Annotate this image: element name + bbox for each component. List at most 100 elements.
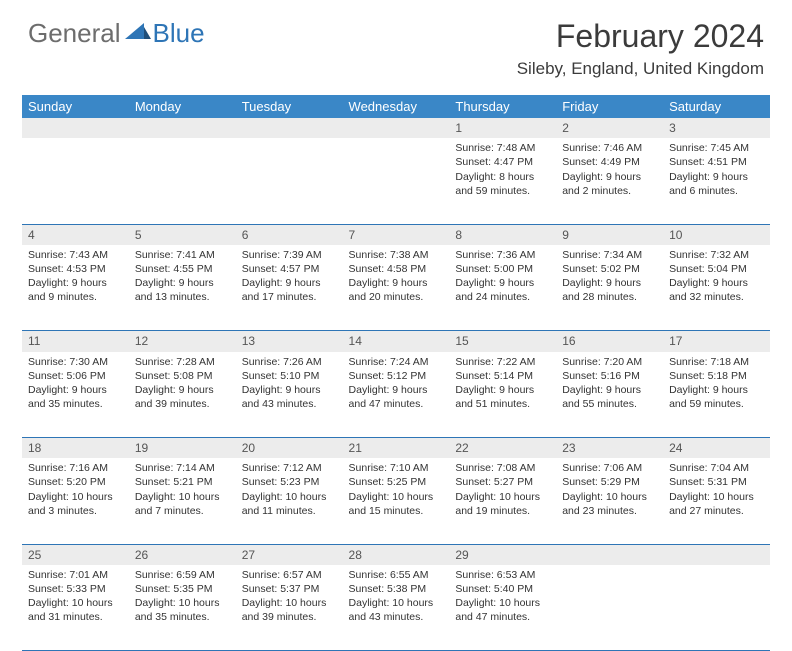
sunset-text: Sunset: 4:51 PM <box>669 155 764 169</box>
day-number: 24 <box>669 441 682 455</box>
day-detail-cell: Sunrise: 7:32 AMSunset: 5:04 PMDaylight:… <box>663 245 770 331</box>
sunrise-text: Sunrise: 7:48 AM <box>455 141 550 155</box>
day-detail-cell: Sunrise: 6:57 AMSunset: 5:37 PMDaylight:… <box>236 565 343 651</box>
day-number-cell: 12 <box>129 331 236 352</box>
daylight-text: Daylight: 10 hours <box>242 596 337 610</box>
day-detail-cell: Sunrise: 7:12 AMSunset: 5:23 PMDaylight:… <box>236 458 343 544</box>
day-number-cell: 7 <box>343 224 450 245</box>
daynum-row: 12 3 <box>22 118 770 138</box>
daylight-text: and 43 minutes. <box>349 610 444 624</box>
day-detail-cell <box>556 565 663 651</box>
sunset-text: Sunset: 4:57 PM <box>242 262 337 276</box>
sunset-text: Sunset: 5:10 PM <box>242 369 337 383</box>
sunset-text: Sunset: 5:20 PM <box>28 475 123 489</box>
sunrise-text: Sunrise: 7:24 AM <box>349 355 444 369</box>
day-number: 28 <box>349 548 362 562</box>
day-number-cell: 23 <box>556 438 663 459</box>
day-detail-cell <box>129 138 236 224</box>
day-detail-cell: Sunrise: 7:39 AMSunset: 4:57 PMDaylight:… <box>236 245 343 331</box>
day-number-cell: 21 <box>343 438 450 459</box>
day-number: 7 <box>349 228 356 242</box>
day-number: 12 <box>135 334 148 348</box>
daylight-text: Daylight: 10 hours <box>135 490 230 504</box>
daylight-text: and 47 minutes. <box>455 610 550 624</box>
sunset-text: Sunset: 5:40 PM <box>455 582 550 596</box>
day-detail-cell: Sunrise: 7:18 AMSunset: 5:18 PMDaylight:… <box>663 352 770 438</box>
sunset-text: Sunset: 4:58 PM <box>349 262 444 276</box>
daylight-text: Daylight: 9 hours <box>349 276 444 290</box>
sunset-text: Sunset: 5:12 PM <box>349 369 444 383</box>
day-number: 2 <box>562 121 569 135</box>
sunrise-text: Sunrise: 7:04 AM <box>669 461 764 475</box>
daylight-text: Daylight: 9 hours <box>669 276 764 290</box>
day-number: 17 <box>669 334 682 348</box>
weekday-header-row: Sunday Monday Tuesday Wednesday Thursday… <box>22 95 770 118</box>
day-detail-cell: Sunrise: 7:38 AMSunset: 4:58 PMDaylight:… <box>343 245 450 331</box>
day-detail-cell: Sunrise: 7:04 AMSunset: 5:31 PMDaylight:… <box>663 458 770 544</box>
sunset-text: Sunset: 4:53 PM <box>28 262 123 276</box>
sunset-text: Sunset: 4:47 PM <box>455 155 550 169</box>
daylight-text: and 32 minutes. <box>669 290 764 304</box>
logo-general-text: General <box>28 18 121 49</box>
sunrise-text: Sunrise: 7:01 AM <box>28 568 123 582</box>
sunrise-text: Sunrise: 7:38 AM <box>349 248 444 262</box>
day-number-cell <box>236 118 343 138</box>
day-detail-cell: Sunrise: 7:41 AMSunset: 4:55 PMDaylight:… <box>129 245 236 331</box>
sunrise-text: Sunrise: 7:28 AM <box>135 355 230 369</box>
week-row: Sunrise: 7:30 AMSunset: 5:06 PMDaylight:… <box>22 352 770 438</box>
day-detail-cell: Sunrise: 7:22 AMSunset: 5:14 PMDaylight:… <box>449 352 556 438</box>
daylight-text: and 39 minutes. <box>135 397 230 411</box>
daylight-text: and 43 minutes. <box>242 397 337 411</box>
day-number: 29 <box>455 548 468 562</box>
sunset-text: Sunset: 5:04 PM <box>669 262 764 276</box>
day-number-cell: 18 <box>22 438 129 459</box>
sunrise-text: Sunrise: 7:30 AM <box>28 355 123 369</box>
sunrise-text: Sunrise: 6:57 AM <box>242 568 337 582</box>
day-number-cell: 11 <box>22 331 129 352</box>
day-number-cell: 6 <box>236 224 343 245</box>
daylight-text: and 7 minutes. <box>135 504 230 518</box>
weekday-header: Wednesday <box>343 95 450 118</box>
sunset-text: Sunset: 5:08 PM <box>135 369 230 383</box>
sunrise-text: Sunrise: 7:41 AM <box>135 248 230 262</box>
day-number-cell: 24 <box>663 438 770 459</box>
day-number-cell: 1 <box>449 118 556 138</box>
daylight-text: Daylight: 9 hours <box>28 383 123 397</box>
weekday-header: Thursday <box>449 95 556 118</box>
daylight-text: and 51 minutes. <box>455 397 550 411</box>
daylight-text: Daylight: 9 hours <box>455 383 550 397</box>
sunrise-text: Sunrise: 7:08 AM <box>455 461 550 475</box>
sunrise-text: Sunrise: 7:18 AM <box>669 355 764 369</box>
daylight-text: Daylight: 9 hours <box>135 383 230 397</box>
day-detail-cell: Sunrise: 7:10 AMSunset: 5:25 PMDaylight:… <box>343 458 450 544</box>
daylight-text: and 28 minutes. <box>562 290 657 304</box>
daylight-text: and 6 minutes. <box>669 184 764 198</box>
day-number-cell: 9 <box>556 224 663 245</box>
day-detail-cell: Sunrise: 7:26 AMSunset: 5:10 PMDaylight:… <box>236 352 343 438</box>
sunset-text: Sunset: 5:23 PM <box>242 475 337 489</box>
day-number: 3 <box>669 121 676 135</box>
daynum-row: 2526272829 <box>22 544 770 565</box>
daylight-text: and 35 minutes. <box>28 397 123 411</box>
day-number: 6 <box>242 228 249 242</box>
daylight-text: Daylight: 10 hours <box>28 490 123 504</box>
day-number-cell <box>22 118 129 138</box>
sunset-text: Sunset: 5:14 PM <box>455 369 550 383</box>
daylight-text: and 9 minutes. <box>28 290 123 304</box>
day-number-cell: 14 <box>343 331 450 352</box>
day-number: 16 <box>562 334 575 348</box>
daylight-text: Daylight: 10 hours <box>242 490 337 504</box>
sunset-text: Sunset: 5:00 PM <box>455 262 550 276</box>
day-number-cell: 27 <box>236 544 343 565</box>
day-detail-cell: Sunrise: 7:36 AMSunset: 5:00 PMDaylight:… <box>449 245 556 331</box>
sunrise-text: Sunrise: 7:36 AM <box>455 248 550 262</box>
day-number-cell: 22 <box>449 438 556 459</box>
day-detail-cell <box>22 138 129 224</box>
sunset-text: Sunset: 5:25 PM <box>349 475 444 489</box>
day-number: 10 <box>669 228 682 242</box>
day-number: 19 <box>135 441 148 455</box>
location-text: Sileby, England, United Kingdom <box>517 59 764 79</box>
sunrise-text: Sunrise: 7:32 AM <box>669 248 764 262</box>
daylight-text: Daylight: 10 hours <box>455 596 550 610</box>
day-number-cell: 17 <box>663 331 770 352</box>
